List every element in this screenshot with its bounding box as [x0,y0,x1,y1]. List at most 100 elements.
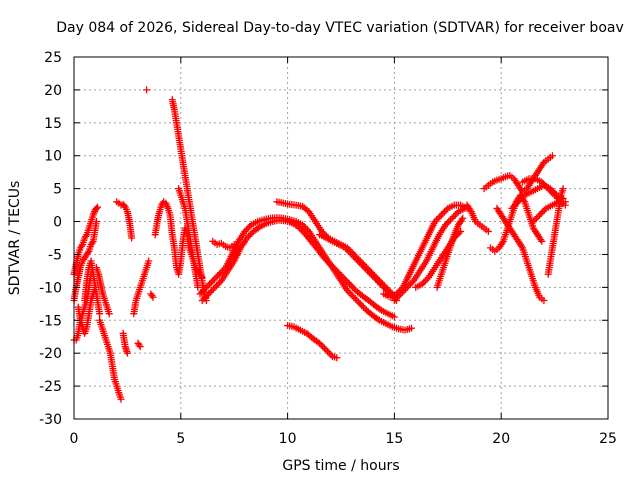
data-point [320,254,328,262]
data-point [448,214,456,222]
x-tick-label: 0 [70,431,79,447]
y-tick-label: -15 [39,313,62,329]
series-arc-02 [70,218,100,305]
data-point [198,288,206,296]
data-point [341,244,349,252]
data-point [548,152,556,160]
data-point [445,218,453,226]
data-point [320,344,328,352]
data-point [484,227,492,235]
data-point [347,282,355,290]
data-point [194,283,202,291]
data-marks [70,86,569,403]
data-point [163,203,171,211]
x-tick-label: 15 [385,431,403,447]
data-point [356,259,364,267]
y-tick-label: 5 [53,182,62,198]
data-point [517,195,525,203]
data-point [120,202,128,210]
data-point [451,211,459,219]
data-point [541,181,549,189]
data-point [547,188,555,196]
data-point [398,288,406,296]
data-point [336,270,344,278]
data-point [540,297,548,305]
data-point [136,343,144,351]
y-tick-label: 15 [44,116,62,132]
data-point [207,278,215,286]
data-point [342,277,350,285]
data-point [216,278,224,286]
series-arc-33 [544,185,567,278]
data-point [325,259,333,267]
data-point [200,295,208,303]
data-point [123,349,131,357]
data-point [212,273,220,281]
data-point [354,257,362,265]
data-point [367,270,375,278]
data-point [209,285,217,293]
data-point [355,298,363,306]
data-point [418,280,426,288]
data-point [537,209,545,217]
y-tick-label: 25 [44,50,62,66]
chart-title: Day 084 of 2026, Sidereal Day-to-day VTE… [56,20,624,36]
data-point [443,219,451,227]
data-point [317,341,325,349]
series-arc-30 [493,204,548,305]
data-point [206,280,214,288]
data-point [333,267,341,275]
data-point [365,269,373,277]
data-point [437,211,445,219]
data-point [243,234,251,242]
data-point [343,287,351,295]
data-point [378,282,386,290]
data-point [544,185,552,193]
data-point [374,315,382,323]
data-point [376,305,384,313]
data-point [149,293,157,301]
data-point [516,196,524,204]
data-point [297,226,305,234]
series-arc-08 [113,198,136,242]
series-arc-34 [529,198,569,226]
data-point [431,218,439,226]
data-point [92,218,100,226]
data-point [206,288,214,296]
data-point [208,287,216,295]
data-point [230,241,238,249]
data-point [350,293,358,301]
data-point [381,285,389,293]
series-arc-28 [480,152,556,196]
data-point [323,257,331,265]
series-arc-06 [96,316,125,403]
data-point [466,206,474,214]
data-point [509,203,517,211]
data-point [514,198,522,206]
series-arc-11 [134,339,144,351]
data-point [148,292,156,300]
x-tick-label: 10 [279,431,297,447]
data-point [338,272,346,280]
data-point [294,223,302,231]
data-point [347,290,355,298]
data-point [346,280,354,288]
data-point [300,222,308,230]
data-point [397,290,405,298]
data-point [349,283,357,291]
data-point [551,191,559,199]
data-point [328,262,336,270]
y-tick-label: 0 [53,215,62,231]
series-arc-24 [390,204,469,305]
series-arc-27 [463,201,492,235]
data-point [405,282,413,290]
x-axis-label: GPS time / hours [282,458,399,474]
data-point [513,199,521,207]
data-point [434,214,442,222]
data-point [539,180,547,188]
data-point [353,297,361,305]
series-arc-26 [433,214,467,291]
data-point [215,270,223,278]
data-point [421,277,429,285]
series-arc-32 [519,175,569,209]
